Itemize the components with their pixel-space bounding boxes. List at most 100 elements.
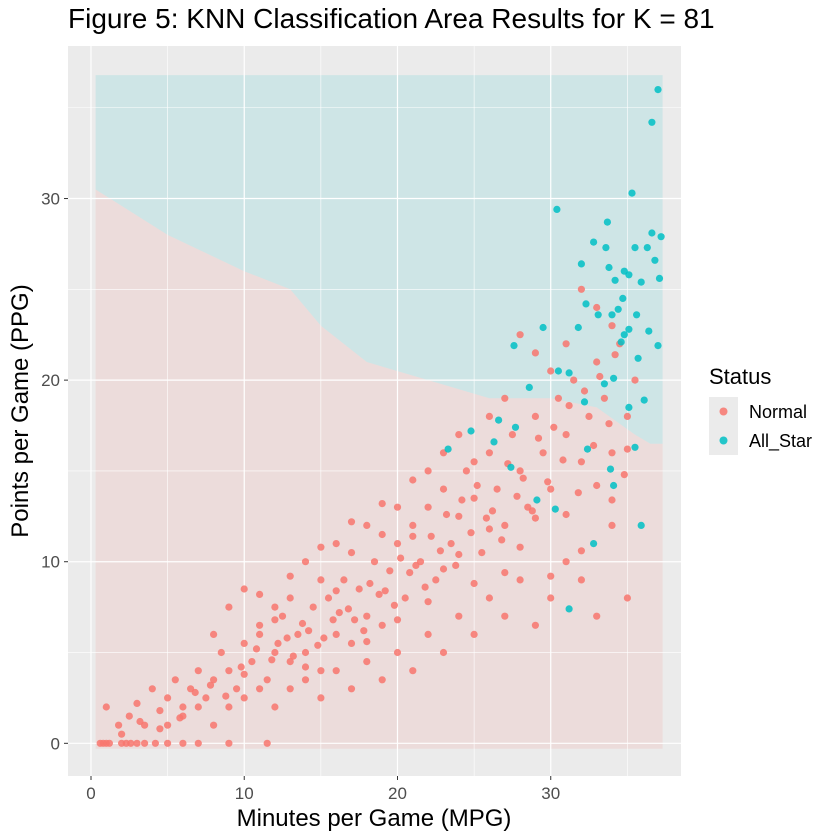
x-tick-label: 0 xyxy=(86,784,95,803)
data-point-normal xyxy=(344,605,352,613)
data-point-normal xyxy=(611,351,619,359)
data-point-normal xyxy=(432,576,440,584)
data-point-normal xyxy=(562,340,570,348)
data-point-normal xyxy=(351,616,359,624)
data-point-normal xyxy=(623,594,632,602)
data-point-normal xyxy=(320,634,328,642)
data-point-normal xyxy=(237,663,245,671)
data-point-normal xyxy=(501,612,509,620)
data-point-normal xyxy=(240,694,248,702)
region-all-star xyxy=(95,75,663,444)
data-point-normal xyxy=(427,532,435,540)
data-point-all-star xyxy=(631,443,639,451)
data-point-normal xyxy=(294,630,302,639)
data-point-normal xyxy=(590,441,598,450)
data-point-normal xyxy=(488,507,497,515)
data-point-normal xyxy=(544,478,552,486)
region-normal xyxy=(95,189,663,749)
data-point-normal xyxy=(531,349,540,357)
data-point-normal xyxy=(317,694,325,702)
data-point-normal xyxy=(559,456,567,464)
legend-label-normal: Normal xyxy=(749,402,807,422)
data-point-normal xyxy=(455,431,463,439)
data-point-normal xyxy=(409,476,417,484)
data-point-all-star xyxy=(594,311,602,319)
data-point-normal xyxy=(268,656,276,664)
data-point-normal xyxy=(516,331,524,339)
data-point-normal xyxy=(240,585,248,593)
x-tick-label: 30 xyxy=(541,784,560,803)
data-point-normal xyxy=(439,648,448,657)
data-point-normal xyxy=(455,550,463,559)
data-point-normal xyxy=(574,489,582,497)
data-point-normal xyxy=(317,543,325,551)
data-point-normal xyxy=(156,725,164,733)
data-point-normal xyxy=(409,521,417,530)
data-point-normal xyxy=(482,514,490,522)
data-point-normal xyxy=(283,634,291,642)
data-point-normal xyxy=(133,699,141,708)
data-point-all-star xyxy=(539,323,547,332)
data-point-normal xyxy=(286,685,294,693)
data-point-normal xyxy=(439,485,448,493)
data-point-all-star xyxy=(640,396,648,404)
data-point-all-star xyxy=(510,342,518,350)
data-point-all-star xyxy=(606,465,615,473)
data-point-normal xyxy=(562,510,570,519)
data-point-normal xyxy=(386,567,394,575)
data-point-normal xyxy=(501,394,509,402)
data-point-normal xyxy=(516,576,524,584)
data-point-all-star xyxy=(637,278,645,286)
data-point-normal xyxy=(317,667,325,675)
data-point-normal xyxy=(225,703,233,711)
data-point-all-star xyxy=(634,354,642,362)
data-point-all-star xyxy=(657,233,665,241)
data-point-normal xyxy=(550,423,558,431)
data-point-normal xyxy=(436,547,444,555)
data-point-normal xyxy=(164,739,172,747)
data-point-normal xyxy=(424,467,432,475)
data-point-all-star xyxy=(582,300,590,308)
data-point-all-star xyxy=(490,438,498,446)
data-point-normal xyxy=(252,645,261,653)
data-point-normal xyxy=(608,496,616,504)
data-point-normal xyxy=(355,585,363,593)
data-point-all-star xyxy=(643,244,651,252)
data-point-normal xyxy=(447,540,455,548)
data-point-normal xyxy=(317,576,325,584)
data-point-normal xyxy=(498,536,506,544)
data-point-normal xyxy=(570,376,578,384)
data-point-normal xyxy=(516,543,524,551)
data-point-normal xyxy=(102,703,110,711)
data-point-normal xyxy=(301,558,310,566)
data-point-normal xyxy=(596,372,604,381)
data-point-all-star xyxy=(600,380,609,388)
data-point-normal xyxy=(501,521,509,530)
data-point-normal xyxy=(127,739,135,747)
data-point-normal xyxy=(210,630,218,639)
data-point-normal xyxy=(179,703,187,711)
data-point-normal xyxy=(409,667,417,675)
data-point-normal xyxy=(600,394,609,402)
data-point-normal xyxy=(470,494,478,502)
data-point-normal xyxy=(485,525,493,533)
legend-marker-all-star xyxy=(719,436,728,445)
data-point-all-star xyxy=(565,369,573,377)
data-point-all-star xyxy=(574,323,582,332)
legend-title: Status xyxy=(709,364,771,389)
data-points xyxy=(96,86,665,747)
data-point-normal xyxy=(516,467,524,475)
data-point-normal xyxy=(335,609,343,617)
data-point-normal xyxy=(593,481,601,490)
data-point-normal xyxy=(274,639,282,648)
data-point-normal xyxy=(424,503,432,511)
data-point-normal xyxy=(547,594,555,602)
data-point-normal xyxy=(424,630,432,639)
axes: 0 10 20 30 0 10 20 30 xyxy=(41,190,560,803)
data-point-all-star xyxy=(605,263,613,272)
data-point-all-star xyxy=(648,118,656,126)
data-point-normal xyxy=(608,521,616,530)
data-point-normal xyxy=(593,358,601,366)
data-point-normal xyxy=(363,638,371,646)
